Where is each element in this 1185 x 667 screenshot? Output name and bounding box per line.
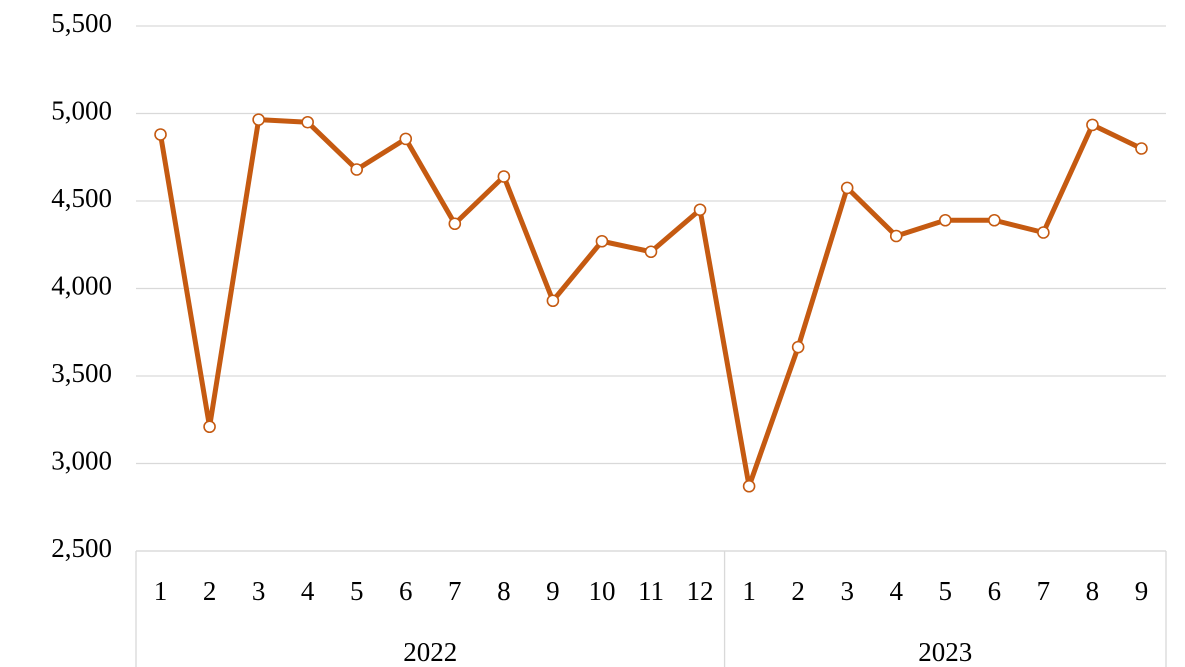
x-tick-label: 6 xyxy=(988,576,1002,606)
marker xyxy=(350,163,364,176)
marker xyxy=(399,132,413,146)
y-tick-label: 3,000 xyxy=(51,446,112,476)
x-tick-label: 12 xyxy=(687,576,714,606)
marker xyxy=(693,203,707,217)
x-tick-label: 4 xyxy=(889,576,903,606)
x-tick-label: 2 xyxy=(203,576,217,606)
marker xyxy=(889,229,903,243)
marker xyxy=(546,294,560,308)
marker xyxy=(497,170,511,183)
x-tick-label: 6 xyxy=(399,576,413,606)
x-tick-label: 1 xyxy=(154,576,168,606)
x-tick-label: 5 xyxy=(939,576,953,606)
marker xyxy=(938,213,952,227)
x-group-label: 2022 xyxy=(403,637,457,667)
x-tick-label: 9 xyxy=(1135,576,1149,606)
y-tick-label: 4,000 xyxy=(51,271,112,301)
x-tick-label: 8 xyxy=(497,576,511,606)
x-tick-label: 10 xyxy=(588,576,615,606)
marker xyxy=(448,217,462,231)
marker xyxy=(840,181,854,195)
x-group-label: 2023 xyxy=(918,637,972,667)
marker xyxy=(1135,142,1148,155)
marker xyxy=(1037,226,1050,239)
y-tick-label: 2,500 xyxy=(51,533,112,563)
x-tick-label: 1 xyxy=(742,576,756,606)
y-tick-label: 5,000 xyxy=(51,96,112,126)
marker xyxy=(154,128,167,141)
x-tick-label: 8 xyxy=(1086,576,1100,606)
x-tick-label: 7 xyxy=(448,576,462,606)
line xyxy=(158,117,1143,489)
marker xyxy=(301,115,314,129)
marker xyxy=(252,113,265,126)
marker xyxy=(791,340,805,354)
y-tick-label: 3,500 xyxy=(51,358,112,388)
marker xyxy=(644,245,658,259)
x-tick-label: 11 xyxy=(638,576,664,606)
marker xyxy=(742,479,756,493)
marker xyxy=(595,234,609,248)
x-tick-label: 5 xyxy=(350,576,364,606)
x-tick-label: 4 xyxy=(301,576,315,606)
x-tick-label: 7 xyxy=(1037,576,1051,606)
marker xyxy=(988,213,1001,227)
y-tick-label: 4,500 xyxy=(51,183,112,213)
x-tick-label: 3 xyxy=(252,576,266,606)
x-tick-label: 3 xyxy=(840,576,854,606)
x-tick-label: 9 xyxy=(546,576,560,606)
marker xyxy=(203,420,216,434)
x-tick-label: 2 xyxy=(791,576,805,606)
y-tick-label: 5,500 xyxy=(51,8,112,38)
marker xyxy=(1086,118,1099,132)
